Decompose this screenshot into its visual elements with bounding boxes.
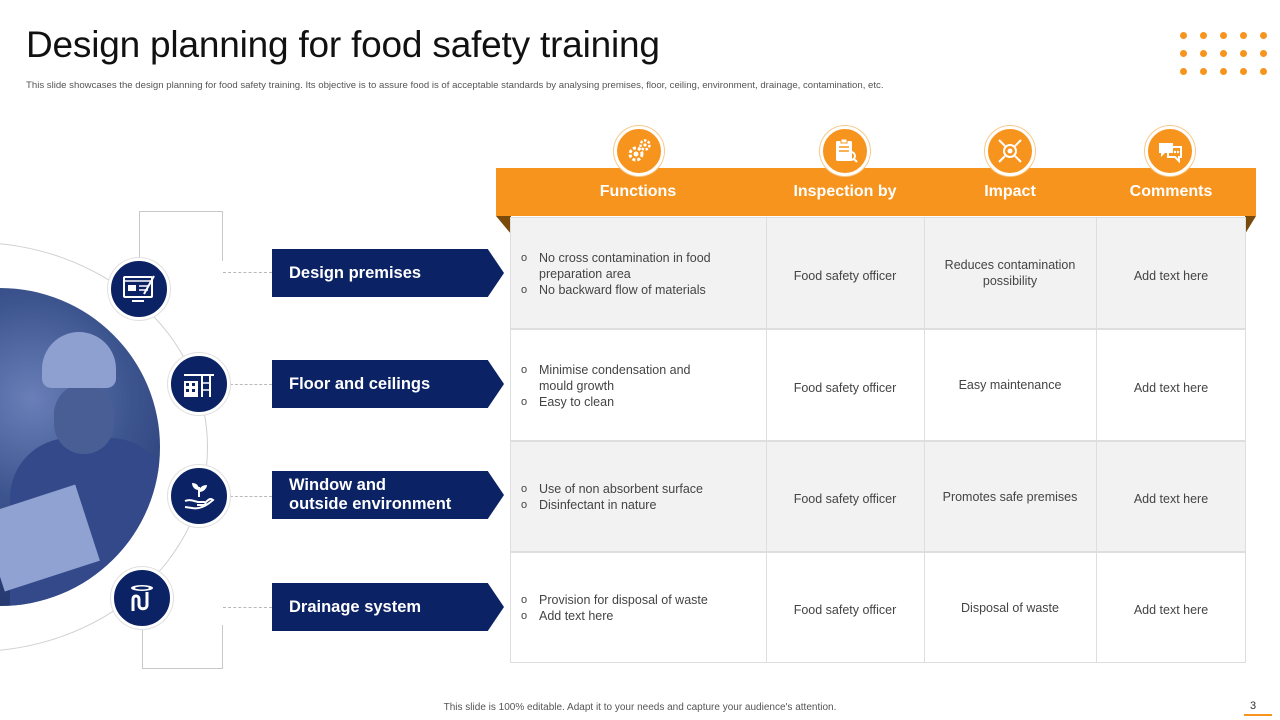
target-impact-icon xyxy=(985,126,1035,176)
comments-cell: Add text here xyxy=(1133,269,1209,283)
footer-note: This slide is 100% editable. Adapt it to… xyxy=(443,702,837,713)
dash-line-3 xyxy=(230,496,272,497)
inspection-cell: Food safety officer xyxy=(793,492,897,506)
page-subtitle: This slide showcases the design planning… xyxy=(26,80,884,91)
header-comments: Comments xyxy=(1129,183,1213,200)
functions-list: Minimise condensation and mould growth E… xyxy=(521,362,721,410)
clipboard-inspection-icon xyxy=(820,126,870,176)
column-divider xyxy=(924,217,925,663)
list-item: Use of non absorbent surface xyxy=(521,481,761,497)
list-item: No backward flow of materials xyxy=(521,282,751,298)
header-fold-right xyxy=(1245,216,1256,234)
list-item: Disinfectant in nature xyxy=(521,497,761,513)
plant-in-hand-icon xyxy=(168,465,230,527)
inspection-cell: Food safety officer xyxy=(793,381,897,395)
list-item: Provision for disposal of waste xyxy=(521,592,761,608)
row-label-design-premises: Design premises xyxy=(272,249,504,297)
table-header-bar xyxy=(496,168,1256,216)
list-item: No cross contamination in food preparati… xyxy=(521,250,751,282)
dash-line-4 xyxy=(223,607,272,608)
comments-cell: Add text here xyxy=(1133,381,1209,395)
table-row xyxy=(510,329,1246,441)
header-impact: Impact xyxy=(984,183,1036,200)
header-functions: Functions xyxy=(599,183,677,200)
inspection-cell: Food safety officer xyxy=(793,603,897,617)
building-floor-icon xyxy=(168,353,230,415)
connector-top xyxy=(139,211,223,261)
row-label-floor-ceilings: Floor and ceilings xyxy=(272,360,504,408)
page-number: 3 xyxy=(1250,700,1257,712)
decorative-dots xyxy=(1180,32,1272,80)
page-title: Design planning for food safety training xyxy=(26,24,660,65)
comments-cell: Add text here xyxy=(1133,492,1209,506)
column-divider xyxy=(766,217,767,663)
connector-bottom xyxy=(142,625,223,669)
impact-cell: Easy maintenance xyxy=(958,378,1062,392)
functions-list: No cross contamination in food preparati… xyxy=(521,250,751,298)
design-monitor-icon xyxy=(108,258,170,320)
chat-bubbles-icon xyxy=(1145,126,1195,176)
dash-line-1 xyxy=(223,272,272,273)
column-divider xyxy=(1096,217,1097,663)
list-item: Easy to clean xyxy=(521,394,721,410)
list-item: Minimise condensation and mould growth xyxy=(521,362,721,394)
row-label-line-2: outside environment xyxy=(289,495,452,513)
functions-list: Provision for disposal of waste Add text… xyxy=(521,592,761,624)
functions-list: Use of non absorbent surface Disinfectan… xyxy=(521,481,761,513)
row-label-window-environment: Window and outside environment xyxy=(272,471,504,519)
comments-cell: Add text here xyxy=(1133,603,1209,617)
row-label-drainage: Drainage system xyxy=(272,583,504,631)
dash-line-2 xyxy=(230,384,272,385)
list-item: Add text here xyxy=(521,608,761,624)
drain-pipe-icon xyxy=(111,567,173,629)
header-inspection-by: Inspection by xyxy=(793,183,897,200)
table-row xyxy=(510,552,1246,663)
gears-icon xyxy=(614,126,664,176)
impact-cell: Reduces contamination possibility xyxy=(944,258,1076,288)
impact-cell: Promotes safe premises xyxy=(942,489,1078,504)
impact-cell: Disposal of waste xyxy=(961,600,1059,615)
row-label-line-1: Window and xyxy=(289,476,387,494)
inspection-cell: Food safety officer xyxy=(793,269,897,283)
header-fold-left xyxy=(496,216,511,234)
page-number-underline xyxy=(1244,714,1272,716)
